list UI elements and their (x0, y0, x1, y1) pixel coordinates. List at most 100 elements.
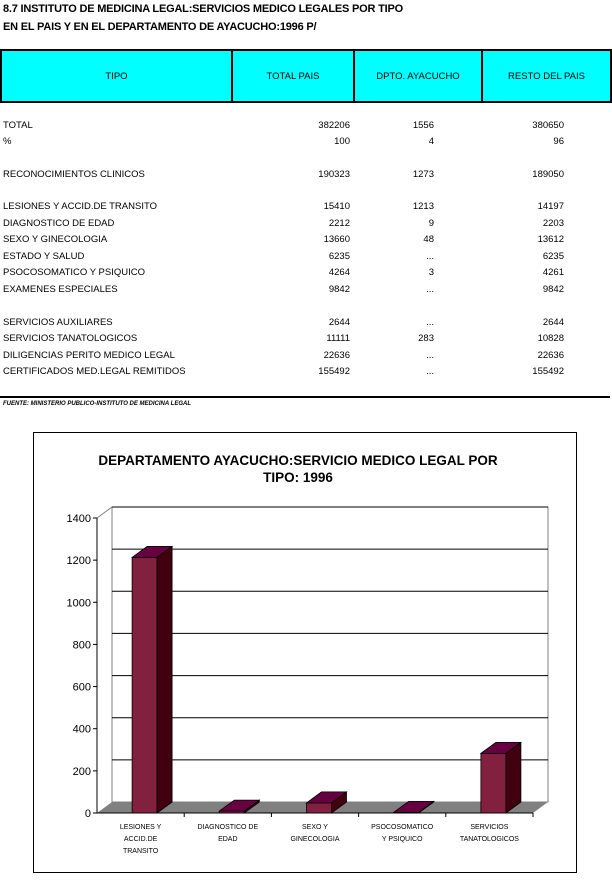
x-category-label: Y PSIQUICO (382, 836, 423, 843)
x-category-label: LESIONES Y (120, 824, 162, 831)
row-label: LESIONES Y ACCID.DE TRANSITO (3, 201, 157, 212)
resto-pais-value: 6235 (542, 251, 564, 262)
total-pais-value: 190323 (318, 169, 350, 180)
total-pais-value: 155492 (318, 366, 350, 377)
chart-side-wall-edge (96, 506, 113, 519)
dpto-ayacucho-value: ... (426, 317, 434, 328)
resto-pais-value: 9842 (542, 284, 564, 295)
resto-pais-value: 13612 (537, 234, 564, 245)
x-category-label: TRANSITO (123, 848, 159, 855)
header-total-pais: TOTAL PAIS (233, 51, 355, 101)
total-pais-value: 4264 (328, 267, 350, 278)
y-tick-label: 1400 (67, 513, 91, 525)
x-category-label: TANATOLOGICOS (460, 836, 519, 843)
chart-title: DEPARTAMENTO AYACUCHO:SERVICIO MEDICO LE… (33, 452, 563, 486)
dpto-ayacucho-value: ... (426, 366, 434, 377)
table-row: DIAGNOSTICO DE EDAD 2212 9 2203 (0, 218, 612, 232)
dpto-ayacucho-value: 1213 (412, 201, 434, 212)
resto-pais-value: 14197 (537, 201, 564, 212)
resto-pais-value: 2644 (542, 317, 564, 328)
row-label: RECONOCIMIENTOS CLINICOS (3, 169, 145, 180)
resto-pais-value: 96 (553, 136, 564, 147)
total-pais-value: 100 (334, 136, 350, 147)
y-tick-label: 1000 (67, 597, 91, 609)
row-label: DILIGENCIAS PERITO MEDICO LEGAL (3, 350, 175, 361)
table-header: TIPO TOTAL PAIS DPTO. AYACUCHO RESTO DEL… (0, 49, 612, 103)
x-category-label: GINECOLOGIA (290, 836, 339, 843)
dpto-ayacucho-value: 283 (418, 333, 434, 344)
dpto-ayacucho-value: 4 (428, 136, 434, 147)
y-tick-label: 800 (73, 639, 91, 651)
total-pais-value: 382206 (318, 120, 350, 131)
resto-pais-value: 4261 (542, 267, 564, 278)
table-row: CERTIFICADOS MED.LEGAL REMITIDOS 155492..… (0, 366, 612, 380)
row-label: TOTAL (3, 120, 33, 131)
total-pais-value: 6235 (328, 251, 350, 262)
resto-pais-value: 22636 (537, 350, 564, 361)
bar-top (305, 791, 348, 804)
header-tipo: TIPO (2, 51, 233, 101)
y-tick-label: 400 (73, 724, 91, 736)
resto-pais-value: 2203 (542, 218, 564, 229)
chart-frame (33, 432, 577, 873)
table-row: TOTAL 382206 1556 380650 (0, 120, 612, 134)
bar-top (392, 800, 435, 813)
bar-front (306, 802, 332, 814)
divider (0, 396, 610, 398)
bar-side (505, 741, 522, 814)
x-category-label: PSOCOSOMATICO (371, 824, 434, 831)
row-label: EXAMENES ESPECIALES (3, 284, 118, 295)
y-tick-label: 600 (73, 682, 91, 694)
dpto-ayacucho-value: 3 (428, 267, 434, 278)
bar-top (130, 546, 174, 558)
title-line-1: 8.7 INSTITUTO DE MEDICINA LEGAL:SERVICIO… (3, 3, 403, 15)
table-row: SERVICIOS AUXILIARES 2644... 2644 (0, 317, 612, 331)
dpto-ayacucho-value: ... (426, 284, 434, 295)
x-category-label: EDAD (218, 836, 237, 843)
dpto-ayacucho-value: ... (426, 350, 434, 361)
table-row: % 100 4 96 (0, 136, 612, 150)
row-label: SERVICIOS TANATOLOGICOS (3, 333, 138, 344)
row-label: % (3, 136, 12, 147)
header-resto-pais: RESTO DEL PAIS (508, 70, 585, 82)
total-pais-value: 22636 (323, 350, 350, 361)
dpto-ayacucho-value: 1273 (412, 169, 434, 180)
bar-top (479, 741, 523, 754)
row-label: SERVICIOS AUXILIARES (3, 317, 113, 328)
dpto-ayacucho-value: ... (426, 251, 434, 262)
table-row: DILIGENCIAS PERITO MEDICO LEGAL 22636... 2… (0, 350, 612, 364)
table-row: LESIONES Y ACCID.DE TRANSITO 15410 1213 141… (0, 201, 612, 215)
table-row: PSOCOSOMATICO Y PSIQUICO 4264 3 4261 (0, 267, 612, 281)
source-note: FUENTE: MINISTERIO PUBLICO-INSTITUTO DE … (3, 401, 191, 407)
table-row: ESTADO Y SALUD 6235... 6235 (0, 251, 612, 265)
row-label: PSOCOSOMATICO Y PSIQUICO (3, 267, 145, 278)
table-row: EXAMENES ESPECIALES 9842... 9842 (0, 284, 612, 298)
bar-front (131, 557, 158, 814)
table-row: RECONOCIMIENTOS CLINICOS 190323 1273 189050 (0, 169, 612, 183)
dpto-ayacucho-value: 48 (423, 234, 434, 245)
resto-pais-value: 189050 (532, 169, 564, 180)
row-label: CERTIFICADOS MED.LEGAL REMITIDOS (3, 366, 186, 377)
total-pais-value: 15410 (323, 201, 350, 212)
dpto-ayacucho-value: 9 (428, 218, 434, 229)
chart-title-line-2: TIPO: 1996 (263, 470, 333, 485)
bar-top (218, 799, 261, 812)
row-label: SEXO Y GINECOLOGIA (3, 234, 108, 245)
resto-pais-value: 155492 (532, 366, 564, 377)
y-tick-label: 1200 (67, 555, 91, 567)
total-pais-value: 13660 (323, 234, 350, 245)
resto-pais-value: 10828 (537, 333, 564, 344)
y-tick-label: 200 (73, 766, 91, 778)
total-pais-value: 2212 (328, 218, 350, 229)
row-label: DIAGNOSTICO DE EDAD (3, 218, 115, 229)
bar-front (480, 752, 507, 814)
x-category-label: SEXO Y (302, 824, 328, 831)
title-line-2: EN EL PAIS Y EN EL DEPARTAMENTO DE AYACU… (3, 21, 317, 33)
header-dpto-ayacucho: DPTO. AYACUCHO (355, 51, 483, 101)
table-row: SEXO Y GINECOLOGIA 13660 48 13612 (0, 234, 612, 248)
chart-title-line-1: DEPARTAMENTO AYACUCHO:SERVICIO MEDICO LE… (98, 453, 498, 468)
x-category-label: ACCID.DE (124, 836, 158, 843)
dpto-ayacucho-value: 1556 (412, 120, 434, 131)
total-pais-value: 9842 (328, 284, 350, 295)
resto-pais-value: 380650 (532, 120, 564, 131)
